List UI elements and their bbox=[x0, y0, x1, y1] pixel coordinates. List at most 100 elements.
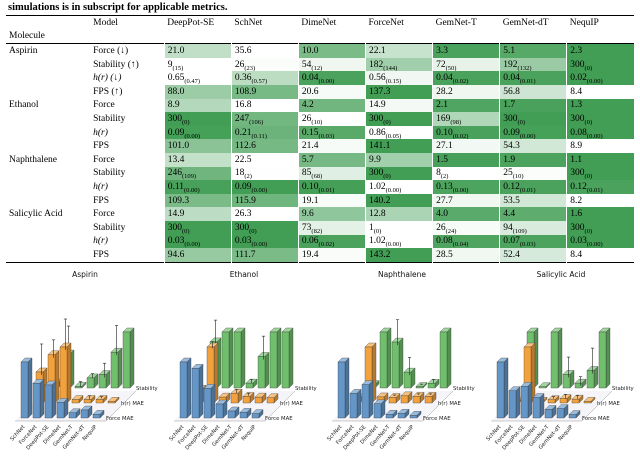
value-cell: 0.08(0.00) bbox=[566, 125, 634, 140]
bar-front-face bbox=[44, 384, 53, 418]
metric-label: FPS bbox=[93, 195, 109, 206]
value-cell: 21.0 bbox=[163, 43, 232, 58]
molecule-label: Naphthalene bbox=[9, 154, 58, 165]
table-row: Salicylic Acid Force 14.9 26.3 9.6 12.8 4.0 4.4… bbox=[6, 207, 634, 221]
bar-front-face bbox=[68, 412, 77, 418]
value-cell: 16.8 bbox=[230, 98, 299, 113]
bar-side-face bbox=[210, 383, 215, 419]
bar-front-face bbox=[574, 382, 583, 388]
bar-front-face bbox=[254, 396, 262, 403]
bar-front-face bbox=[230, 392, 238, 403]
bar-front-face bbox=[392, 341, 400, 388]
value-cell: 246(109) bbox=[163, 166, 232, 181]
table-row: Stability (↑) 9(15) 26(23) 54(12) 182(144) 72… bbox=[6, 57, 634, 72]
metric-label: h(r) bbox=[93, 236, 108, 247]
value-cell: 0.86(0.05) bbox=[365, 125, 433, 140]
value-cell: 8(2) bbox=[432, 166, 500, 181]
value-cell: 28.2 bbox=[432, 84, 500, 99]
value-cell: 247(106) bbox=[230, 112, 299, 126]
col-header-model: Model bbox=[93, 17, 118, 28]
value-cell: 18(2) bbox=[230, 166, 299, 181]
table-row: FPS 109.3 115.9 19.1 140.2 27.7 53.5 8.2 bbox=[6, 193, 634, 208]
depth-axis-line bbox=[105, 390, 137, 421]
chart-title: Salicylic Acid bbox=[537, 270, 586, 279]
series-stability bbox=[367, 319, 452, 389]
table-row: Ethanol Force 8.9 16.8 4.2 14.9 2.1 1.7 1.3 bbox=[6, 98, 634, 113]
bar-side-face bbox=[447, 327, 452, 389]
table-body: Aspirin Force (↓) 21.0 35.6 10.0 22.1 3.3 5.1 2.… bbox=[6, 43, 634, 263]
bar-front-face bbox=[559, 398, 568, 403]
value-cell: 0.15(0.03) bbox=[297, 125, 366, 140]
table-row: Stability 246(109) 18(2) 85(68) 300(0) 8(2) 25… bbox=[6, 166, 634, 181]
bar-front-face bbox=[233, 331, 241, 388]
value-cell: 13.4 bbox=[163, 152, 232, 167]
metric-label: h(r) bbox=[93, 127, 108, 138]
series-force-mae bbox=[179, 357, 264, 419]
value-cell: 22.5 bbox=[230, 152, 299, 167]
bar-front-face bbox=[362, 384, 370, 418]
value-cell: 14.9 bbox=[163, 207, 232, 221]
table-row: Aspirin Force (↓) 21.0 35.6 10.0 22.1 3.3 5.1 2.… bbox=[6, 43, 634, 58]
depth-axis-line bbox=[264, 390, 295, 421]
value-cell: 26(10) bbox=[297, 112, 366, 126]
table-row: Stability 300(0) 300(0) 73(82) 1(0) 26(24) 94(… bbox=[6, 220, 634, 235]
metric-axis-label: Force MAE bbox=[106, 416, 134, 422]
value-cell: 4.0 bbox=[432, 207, 500, 221]
chart-panel-naphthalene: NaphthaleneSchNetForceNetDeepPot-SEDimeN… bbox=[327, 270, 475, 451]
metric-label: Stability (↑) bbox=[93, 59, 139, 70]
metric-axis-label: h(r) MAE bbox=[438, 401, 462, 407]
metric-label: Stability bbox=[93, 168, 126, 179]
metric-label: h(r) (↓) bbox=[93, 73, 122, 84]
value-cell: 300(0) bbox=[566, 166, 634, 181]
value-cell: 0.09(0.00) bbox=[163, 125, 232, 140]
value-cell: 26(24) bbox=[432, 220, 500, 235]
value-cell: 0.56(0.15) bbox=[365, 71, 433, 85]
value-cell: 141.1 bbox=[365, 139, 433, 153]
charts-row: Aspirin SchNet ForceNet DeepPot-SE DimeNet Ge… bbox=[0, 266, 640, 452]
value-cell: 300(0) bbox=[230, 220, 299, 235]
bar-side-face bbox=[399, 337, 404, 389]
value-cell: 0.07(0.03) bbox=[499, 234, 567, 249]
bar-front-face bbox=[350, 392, 358, 418]
bar-front-face bbox=[266, 397, 274, 403]
value-cell: 72(50) bbox=[432, 57, 500, 72]
bar-front-face bbox=[95, 399, 104, 403]
metric-label: Stability bbox=[93, 222, 126, 233]
metric-label: FPS bbox=[93, 141, 109, 152]
bar-front-face bbox=[56, 401, 65, 418]
bar-front-face bbox=[583, 400, 592, 403]
value-cell: 0.06(0.02) bbox=[297, 234, 366, 249]
bar-front-face bbox=[556, 408, 565, 418]
value-cell: 28.5 bbox=[432, 248, 500, 263]
bar-side-face bbox=[288, 327, 293, 389]
bar-front-face bbox=[242, 396, 250, 403]
bar-front-face bbox=[122, 331, 131, 388]
bar-side-face bbox=[539, 392, 545, 419]
value-cell: 0.03(0.00) bbox=[163, 234, 232, 249]
chart-title: Aspirin bbox=[72, 270, 98, 279]
bar-front-face bbox=[74, 385, 83, 388]
bar-front-face bbox=[440, 331, 448, 388]
metric-axis-label: h(r) MAE bbox=[280, 401, 304, 407]
value-cell: 300(0) bbox=[163, 220, 232, 235]
col-header-nequip: NequIP bbox=[569, 17, 599, 28]
bar-front-face bbox=[71, 399, 80, 403]
value-cell: 0.11(0.00) bbox=[163, 180, 232, 194]
bar-side-face bbox=[51, 380, 57, 419]
bar-side-face bbox=[39, 378, 45, 419]
value-cell: 0.36(0.57) bbox=[230, 71, 299, 85]
value-cell: 10.0 bbox=[297, 43, 366, 58]
value-cell: 0.03(0.00) bbox=[566, 234, 634, 249]
bar-front-face bbox=[571, 398, 580, 403]
bar-side-face bbox=[593, 365, 599, 389]
metric-label: Force bbox=[93, 209, 115, 220]
value-cell: 0.12(0.01) bbox=[566, 180, 634, 194]
bar-front-face bbox=[269, 331, 277, 388]
value-cell: 0.02(0.00) bbox=[566, 71, 634, 85]
bar-front-face bbox=[398, 412, 406, 418]
value-cell: 1.6 bbox=[566, 207, 634, 221]
series-stability bbox=[209, 319, 294, 389]
bar-front-face bbox=[496, 361, 505, 418]
col-header-dimenet: DimeNet bbox=[301, 17, 337, 28]
table-row: FPS (↑) 88.0 108.9 20.6 137.3 28.2 56.8 8.4 bbox=[6, 84, 634, 99]
